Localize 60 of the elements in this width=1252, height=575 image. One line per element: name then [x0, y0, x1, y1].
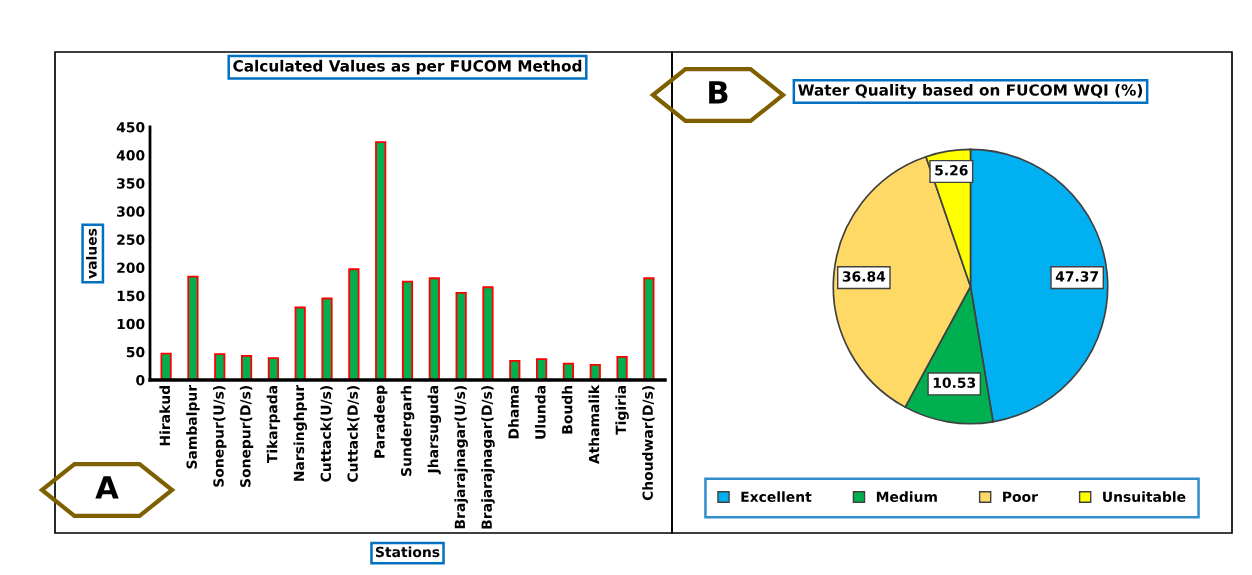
legend-label: Unsuitable: [1103, 491, 1186, 503]
x-tick-label: Ulunda: [534, 385, 546, 439]
data-label: 10.53: [933, 377, 976, 388]
y-tick-label: 100: [117, 318, 145, 330]
chart-title: Water Quality based on FUCOM WQI (%): [798, 83, 1143, 99]
legend-label: Poor: [1003, 491, 1038, 503]
x-tick-label: Brajarajnagar(D/s): [481, 386, 495, 529]
bar: [240, 354, 253, 380]
x-tick-label: Paradeep: [373, 385, 388, 458]
y-tick-label: 0: [136, 374, 145, 386]
bar: [375, 141, 387, 380]
y-tick-label: 150: [117, 290, 145, 302]
x-tick-label: Brajarajnagar(U/s): [454, 386, 468, 529]
y-axis-title: values: [86, 228, 97, 279]
text: B: [709, 81, 728, 104]
x-tick-label: Cuttack(D/s): [347, 386, 360, 482]
bar: [267, 357, 279, 380]
x-tick-label: Dhama: [508, 385, 519, 439]
bar: [401, 280, 414, 380]
x-tick-label: Hirakud: [159, 386, 171, 446]
x-tick-label: Sundergarh: [400, 385, 415, 476]
bar: [509, 359, 521, 380]
legend-label: Medium: [876, 491, 937, 503]
bar: [616, 356, 628, 380]
bar: [536, 358, 548, 380]
data-label: 5.26: [935, 164, 968, 176]
x-tick-label: Sonepur(D/s): [239, 386, 254, 487]
bar: [321, 297, 333, 380]
x-tick-label: Boudh: [561, 385, 573, 434]
x-tick-label: Choudwar(D/s): [642, 386, 655, 501]
bar: [294, 306, 306, 380]
legend-label: Excellent: [741, 491, 812, 503]
x-axis-title: Stations: [375, 546, 440, 558]
y-tick-label: 350: [117, 178, 145, 189]
text: A: [95, 476, 119, 499]
x-tick-label: Jharsuguda: [427, 385, 442, 475]
x-tick-label: Cuttack(U/s): [320, 386, 333, 482]
y-tick-label: 300: [117, 206, 145, 217]
bar: [428, 277, 440, 380]
y-tick-label: 450: [116, 121, 145, 133]
x-tick-label: Narsinghpur: [293, 384, 307, 481]
bar: [214, 353, 226, 380]
data-label: 47.37: [1055, 271, 1099, 282]
y-tick-label: 50: [126, 346, 145, 358]
x-tick-label: Sonepur(U/s): [213, 386, 227, 487]
chart-title: Calculated Values as per FUCOM Method: [233, 59, 582, 75]
bar: [482, 286, 494, 380]
y-tick-label: 200: [117, 262, 145, 274]
x-tick-label: Athamalik: [588, 384, 600, 465]
x-tick-label: Sambalpur: [186, 384, 200, 469]
y-tick-label: 250: [117, 234, 145, 245]
bar: [160, 352, 172, 380]
x-tick-label: Tikarpada: [266, 385, 281, 464]
y-tick-label: 400: [116, 150, 145, 161]
data-label: 36.84: [842, 271, 886, 282]
bar: [643, 277, 655, 380]
x-tick-label: Tigiria: [615, 385, 629, 435]
bar: [455, 291, 467, 380]
bar: [187, 275, 199, 380]
bar: [348, 268, 360, 380]
